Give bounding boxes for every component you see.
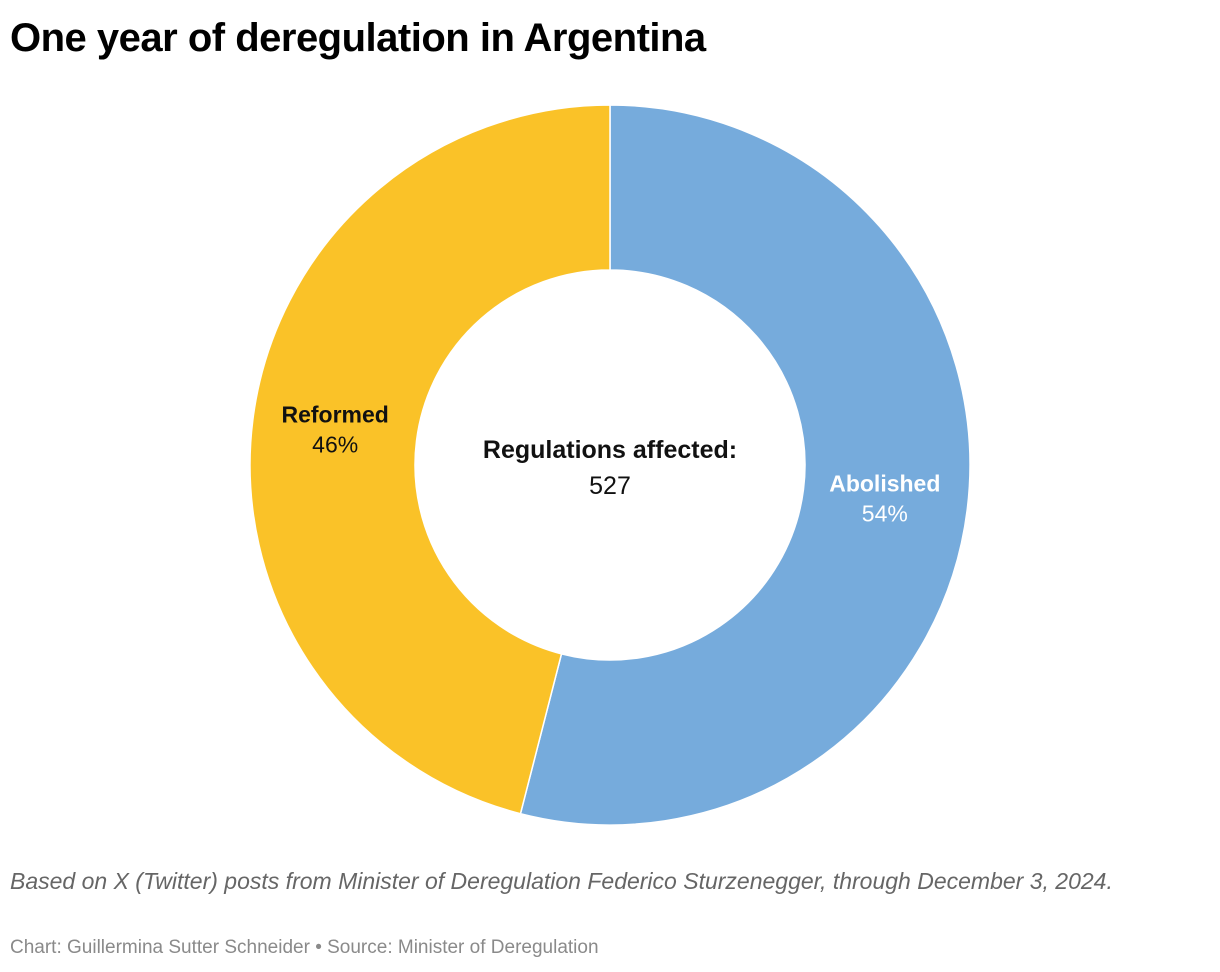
center-label: Regulations affected: bbox=[483, 436, 737, 464]
footnote: Based on X (Twitter) posts from Minister… bbox=[10, 868, 1113, 894]
center-value: 527 bbox=[589, 472, 631, 500]
slice-value-reformed: 46% bbox=[312, 431, 358, 457]
slice-abolished bbox=[519, 104, 971, 826]
slice-label-reformed: Reformed bbox=[282, 401, 389, 427]
chart-credits: Chart: Guillermina Sutter Schneider • So… bbox=[10, 937, 599, 958]
slice-labels: Abolished 54% Reformed 46% bbox=[282, 401, 941, 526]
slice-reformed bbox=[249, 104, 611, 815]
chart-title: One year of deregulation in Argentina bbox=[10, 16, 706, 60]
slice-value-abolished: 54% bbox=[862, 501, 908, 527]
donut-slices bbox=[249, 104, 971, 826]
slice-label-abolished: Abolished bbox=[829, 471, 940, 497]
